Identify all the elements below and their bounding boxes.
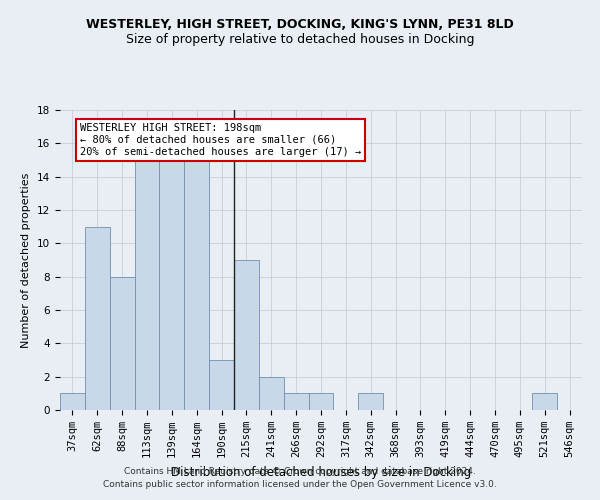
Bar: [60, 394, 85, 410]
Bar: [110, 276, 134, 410]
Bar: [209, 360, 234, 410]
Bar: [358, 394, 383, 410]
Bar: [259, 376, 284, 410]
Text: Contains HM Land Registry data © Crown copyright and database right 2024.: Contains HM Land Registry data © Crown c…: [124, 467, 476, 476]
Text: WESTERLEY HIGH STREET: 198sqm
← 80% of detached houses are smaller (66)
20% of s: WESTERLEY HIGH STREET: 198sqm ← 80% of d…: [80, 124, 361, 156]
Bar: [284, 394, 308, 410]
Bar: [85, 226, 110, 410]
Bar: [134, 160, 160, 410]
Bar: [234, 260, 259, 410]
Bar: [532, 394, 557, 410]
Bar: [160, 160, 184, 410]
Bar: [308, 394, 334, 410]
Text: Size of property relative to detached houses in Docking: Size of property relative to detached ho…: [126, 32, 474, 46]
Y-axis label: Number of detached properties: Number of detached properties: [22, 172, 31, 348]
X-axis label: Distribution of detached houses by size in Docking: Distribution of detached houses by size …: [171, 466, 471, 478]
Text: Contains public sector information licensed under the Open Government Licence v3: Contains public sector information licen…: [103, 480, 497, 489]
Bar: [184, 160, 209, 410]
Text: WESTERLEY, HIGH STREET, DOCKING, KING'S LYNN, PE31 8LD: WESTERLEY, HIGH STREET, DOCKING, KING'S …: [86, 18, 514, 30]
